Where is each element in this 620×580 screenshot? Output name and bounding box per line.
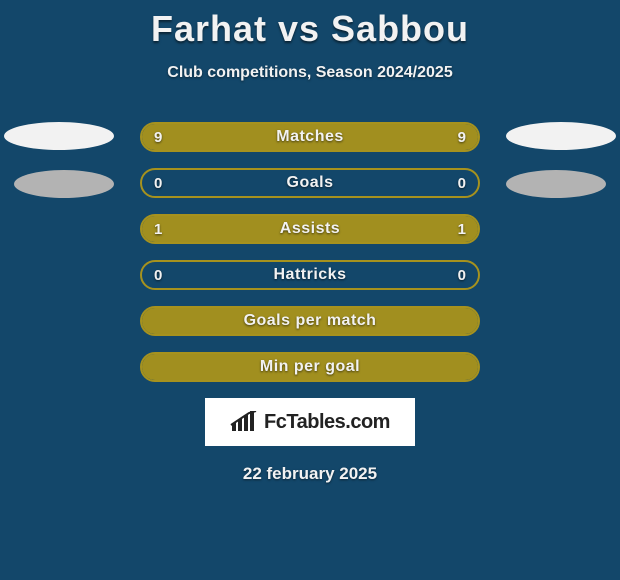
- stat-label: Hattricks: [142, 262, 478, 288]
- player-left-marker-1: [4, 122, 114, 150]
- stat-label: Goals: [142, 170, 478, 196]
- stats-section: 99Matches 00Goals 11Assists 00Hattricks Goal…: [0, 122, 620, 382]
- stat-row: Min per goal: [140, 352, 480, 382]
- stat-row: 00Hattricks: [140, 260, 480, 290]
- stat-row: 11Assists: [140, 214, 480, 244]
- player-left-marker-2: [14, 170, 114, 198]
- date-text: 22 february 2025: [0, 464, 620, 484]
- stat-row: Goals per match: [140, 306, 480, 336]
- brand-logo[interactable]: FcTables.com: [205, 398, 415, 446]
- stat-label: Min per goal: [142, 354, 478, 380]
- stat-label: Assists: [142, 216, 478, 242]
- page-title: Farhat vs Sabbou: [0, 0, 620, 50]
- stat-row: 99Matches: [140, 122, 480, 152]
- stat-label: Matches: [142, 124, 478, 150]
- brand-text: FcTables.com: [264, 411, 390, 434]
- subtitle-text: Club competitions, Season 2024/2025: [0, 64, 620, 82]
- player-right-marker-1: [506, 122, 616, 150]
- player-right-marker-2: [506, 170, 606, 198]
- chart-icon: [230, 411, 258, 433]
- stat-row: 00Goals: [140, 168, 480, 198]
- stat-label: Goals per match: [142, 308, 478, 334]
